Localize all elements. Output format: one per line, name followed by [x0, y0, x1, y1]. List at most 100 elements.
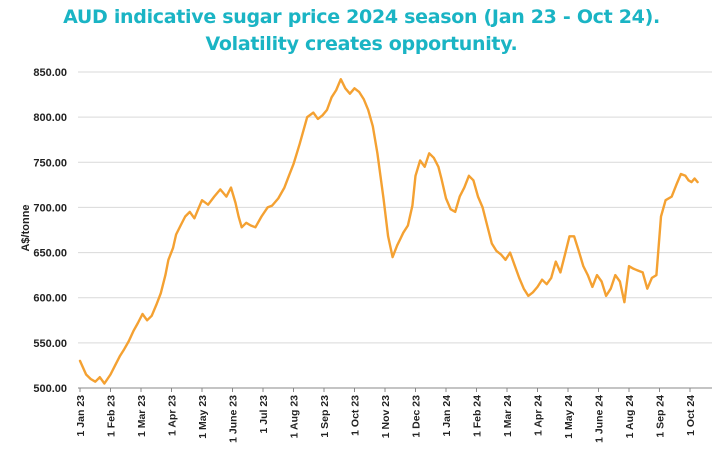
data-point — [376, 152, 379, 155]
data-point — [249, 224, 252, 227]
data-point — [260, 215, 263, 218]
data-point — [690, 181, 693, 184]
data-point — [271, 204, 273, 207]
y-axis-label: A$/tonne — [20, 204, 32, 252]
data-point — [472, 179, 475, 182]
data-point — [522, 287, 525, 290]
x-tick-label: 1 Apr 23 — [167, 395, 179, 436]
data-point — [207, 203, 210, 206]
data-point — [127, 340, 130, 342]
data-point — [532, 291, 534, 294]
x-axis: 1 Jan 23 1 Feb 23 1 Mar 23 1 Apr 23 1 May 23… — [75, 388, 697, 443]
data-point — [306, 116, 309, 118]
data-point — [490, 242, 493, 245]
data-point — [411, 204, 414, 207]
x-tick-label: 1 Oct 23 — [350, 395, 362, 436]
data-point — [367, 109, 370, 111]
data-point — [628, 265, 630, 267]
x-tick-label: 1 Jan 23 — [75, 395, 87, 437]
data-point — [536, 286, 539, 288]
data-point — [237, 215, 240, 218]
x-tick-label: 1 Jan 24 — [441, 395, 453, 437]
data-point — [407, 224, 409, 227]
data-point — [591, 286, 594, 288]
y-tick-label: 650.00 — [33, 248, 67, 260]
data-point — [670, 195, 673, 198]
data-point — [344, 87, 347, 90]
x-tick-label: 1 Jul 23 — [258, 395, 270, 434]
data-point — [339, 78, 342, 81]
x-tick-label: 1 Sep 23 — [319, 395, 331, 438]
data-point — [317, 118, 319, 120]
data-point — [283, 186, 286, 189]
x-tick-label: 1 Nov 23 — [380, 395, 392, 438]
x-tick-label: 1 Feb 24 — [472, 395, 484, 437]
data-point — [179, 224, 182, 227]
series-line — [78, 77, 699, 385]
data-point — [184, 215, 187, 218]
data-point — [568, 235, 571, 238]
data-point — [554, 260, 557, 263]
data-point — [582, 265, 585, 267]
data-point — [513, 264, 516, 267]
data-point — [201, 199, 203, 202]
data-point — [573, 235, 575, 238]
data-point — [89, 378, 92, 380]
data-point — [123, 348, 126, 351]
chart-title-line-2: Volatility creates opportunity. — [205, 33, 518, 55]
data-point — [330, 96, 333, 99]
data-point — [396, 244, 399, 247]
x-tick-label: 1 Oct 24 — [685, 395, 697, 436]
x-tick-label: 1 June 24 — [594, 395, 606, 443]
data-point — [651, 277, 653, 279]
data-point — [198, 206, 200, 209]
series-group — [78, 77, 699, 385]
data-point — [391, 256, 394, 258]
data-point — [353, 87, 356, 90]
y-tick-label: 750.00 — [33, 157, 67, 169]
data-point — [399, 238, 402, 240]
data-point — [468, 174, 470, 177]
data-point — [445, 197, 447, 200]
data-point — [632, 267, 635, 270]
data-point — [387, 235, 389, 238]
data-point — [175, 233, 178, 236]
data-point — [564, 253, 566, 256]
data-point — [449, 208, 452, 211]
data-point — [141, 313, 144, 315]
data-point — [94, 380, 97, 383]
data-point — [600, 280, 603, 283]
x-tick-label: 1 Mar 23 — [136, 395, 148, 437]
x-tick-label: 1 Feb 23 — [106, 395, 118, 437]
data-point — [504, 258, 507, 261]
data-point — [675, 184, 678, 186]
data-point — [118, 355, 121, 358]
data-point — [362, 98, 365, 100]
data-point — [335, 89, 338, 91]
data-point — [637, 269, 639, 272]
data-point — [326, 109, 328, 111]
data-point — [545, 283, 548, 286]
data-point — [321, 114, 324, 117]
data-point — [103, 382, 106, 385]
data-point — [664, 199, 667, 202]
data-point — [358, 91, 360, 93]
data-point — [164, 274, 167, 276]
x-tick-label: 1 Dec 23 — [411, 395, 423, 438]
data-point — [402, 231, 405, 234]
data-point — [219, 188, 222, 191]
data-point — [137, 322, 139, 324]
data-point — [680, 173, 682, 175]
data-point — [693, 177, 696, 180]
data-point — [98, 376, 101, 379]
data-point — [382, 197, 385, 200]
data-point — [109, 373, 112, 376]
data-point — [150, 314, 153, 317]
data-point — [146, 319, 149, 322]
data-point — [288, 174, 290, 177]
data-point — [298, 143, 301, 146]
data-point — [477, 195, 479, 198]
data-point — [605, 295, 607, 297]
data-point — [85, 373, 87, 376]
